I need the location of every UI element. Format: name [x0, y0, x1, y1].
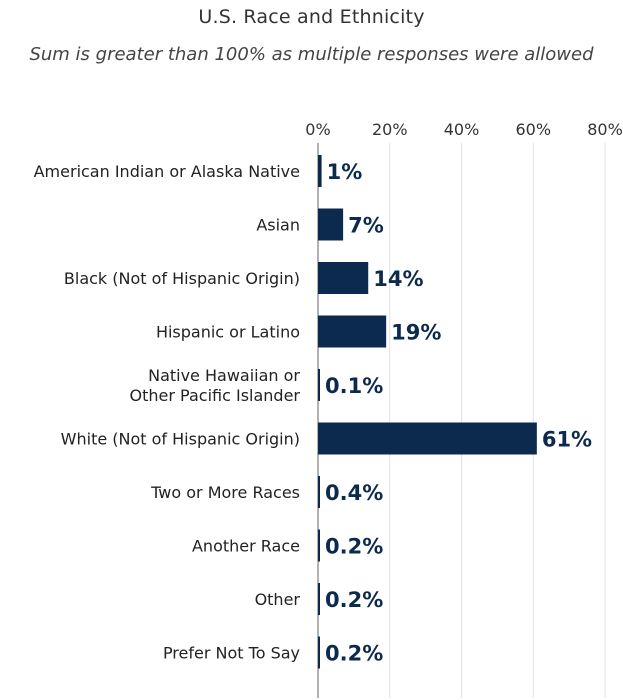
tick-label: 20%	[372, 120, 408, 139]
bar	[318, 369, 320, 401]
data-label: 7%	[348, 214, 384, 238]
bar	[318, 476, 320, 508]
data-label: 19%	[391, 321, 441, 345]
chart-title: U.S. Race and Ethnicity	[198, 6, 425, 28]
bar	[318, 208, 344, 241]
category-label: Asian	[256, 216, 300, 235]
category-label: White (Not of Hispanic Origin)	[61, 430, 300, 449]
bar	[318, 315, 387, 348]
category-label: Black (Not of Hispanic Origin)	[64, 269, 300, 288]
bar	[318, 422, 537, 455]
bar	[318, 155, 322, 187]
tick-label: 0%	[305, 120, 330, 139]
category-label: Prefer Not To Say	[163, 644, 300, 663]
data-label: 14%	[373, 267, 423, 291]
category-label: Native Hawaiian or	[148, 366, 300, 385]
tick-label: 40%	[444, 120, 480, 139]
bar	[318, 583, 320, 615]
category-label: American Indian or Alaska Native	[34, 162, 300, 181]
bar	[318, 262, 369, 294]
bar	[318, 529, 320, 562]
category-label: Hispanic or Latino	[156, 323, 300, 342]
category-label: Another Race	[192, 537, 300, 556]
bar	[318, 636, 320, 669]
category-label: Other	[255, 590, 301, 609]
category-label: Two or More Races	[150, 483, 300, 502]
data-label: 0.2%	[325, 535, 383, 559]
tick-label: 60%	[515, 120, 551, 139]
data-label: 1%	[327, 160, 363, 184]
chart-subtitle: Sum is greater than 100% as multiple res…	[29, 44, 594, 65]
data-label: 0.4%	[325, 481, 383, 505]
tick-label: 80%	[587, 120, 623, 139]
data-label: 0.1%	[325, 374, 383, 398]
data-label: 0.2%	[325, 588, 383, 612]
category-label: Other Pacific Islander	[130, 386, 301, 405]
data-label: 0.2%	[325, 642, 383, 666]
data-label: 61%	[542, 428, 592, 452]
